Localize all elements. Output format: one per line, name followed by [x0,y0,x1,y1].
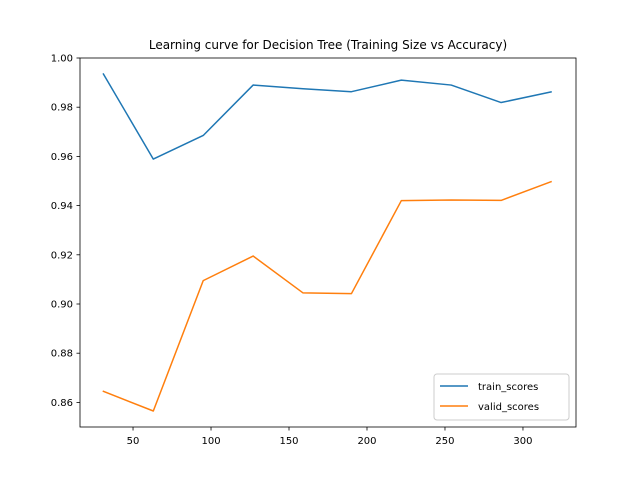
series-layer [102,72,553,412]
y-tick-label-4: 0.94 [51,201,73,212]
chart-title: Learning curve for Decision Tree (Traini… [149,38,507,52]
axes-layer: 50 100 150 200 250 300 0.86 0.88 0.90 0.92 0.94 0.9… [51,54,577,447]
legend-label-valid_scores: valid_scores [478,402,539,413]
y-tick-label-2: 0.90 [51,300,73,311]
y-tick-label-5: 0.96 [51,152,73,163]
x-tick-label-2: 150 [279,436,298,447]
series-line-train_scores [102,72,552,160]
series-line-valid_scores [102,180,553,412]
x-tick-label-0: 50 [127,436,140,447]
y-tick-label-6: 0.98 [51,103,73,114]
legend: train_scores valid_scores [433,373,570,421]
x-tick-label-5: 300 [513,436,532,447]
y-tick-label-0: 0.86 [51,398,73,409]
x-tick-label-4: 250 [435,436,454,447]
plot-frame [79,57,577,428]
y-tick-label-3: 0.92 [51,250,73,261]
y-tick-label-1: 0.88 [51,349,73,360]
legend-label-train_scores: train_scores [478,382,538,393]
x-tick-label-3: 200 [357,436,376,447]
y-tick-label-7: 1.00 [51,54,73,65]
x-tick-label-1: 100 [201,436,220,447]
legend-box [433,373,570,421]
